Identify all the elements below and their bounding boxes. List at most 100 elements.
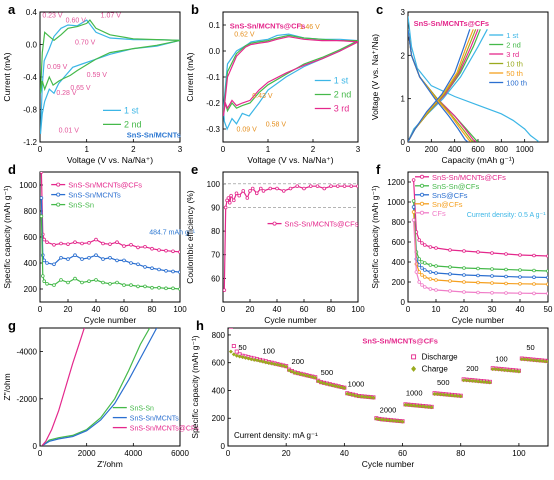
legend-marker — [411, 354, 417, 360]
series-line — [40, 216, 180, 290]
data-point — [448, 248, 452, 252]
plot-area — [223, 33, 358, 131]
rate-label: 500 — [321, 368, 334, 377]
plot-frame — [407, 11, 549, 143]
data-point — [45, 281, 49, 286]
data-point-charge — [356, 394, 361, 399]
annotation-label: 0.60 V — [66, 18, 87, 25]
plot-area — [40, 172, 180, 291]
data-point — [448, 279, 452, 283]
data-point-charge — [380, 417, 385, 422]
plot-frame — [39, 11, 181, 143]
x-tick-label: 0 — [406, 145, 411, 154]
panel-label: a — [8, 2, 16, 17]
series-line — [223, 34, 358, 114]
legend-label: 3 rd — [334, 104, 350, 114]
data-point — [315, 184, 320, 188]
panel-label: h — [196, 318, 204, 333]
data-point-charge — [307, 374, 312, 379]
y-axis-label: Specific capacity (mAh g⁻¹) — [2, 185, 12, 288]
data-point — [143, 244, 147, 249]
data-point — [462, 280, 466, 284]
data-point-charge — [455, 394, 460, 399]
y-tick-label: 0 — [401, 138, 406, 147]
data-point-charge — [371, 395, 376, 400]
legend-label: SnS-Sn/MCNTs@CFs — [130, 426, 199, 433]
data-point-charge — [246, 356, 251, 361]
data-point — [87, 279, 91, 284]
data-point — [115, 280, 119, 285]
data-point-charge — [403, 402, 408, 407]
data-point — [434, 288, 438, 292]
y-tick-label: 90 — [211, 203, 220, 212]
plot-area — [40, 19, 180, 134]
data-point — [223, 205, 228, 210]
legend-marker — [419, 201, 424, 206]
x-tick-label: 3 — [356, 145, 361, 154]
data-point — [150, 246, 154, 251]
y-tick-label: -4000 — [17, 348, 38, 357]
data-point-charge — [502, 368, 507, 373]
data-point-charge — [231, 352, 236, 357]
data-point-charge — [354, 393, 358, 398]
series-line — [41, 328, 85, 446]
x-tick-label: 6000 — [171, 449, 189, 458]
legend-label: SnS-Sn — [68, 201, 94, 210]
data-point-charge — [400, 419, 405, 424]
data-point — [422, 268, 427, 272]
rate-label: 50 — [526, 343, 534, 352]
legend-label: SnS-Sn/MCNTs — [68, 191, 121, 200]
data-point-charge — [482, 380, 486, 385]
data-point — [122, 244, 126, 248]
data-point — [66, 280, 70, 285]
data-point-charge — [368, 395, 373, 400]
legend-label: 2 nd — [334, 90, 352, 100]
x-tick-label: 20 — [64, 305, 73, 314]
data-point-charge — [292, 370, 297, 375]
x-tick-label: 800 — [495, 145, 509, 154]
y-tick-label: 800 — [24, 207, 38, 216]
data-point-charge — [327, 382, 332, 387]
data-point — [129, 243, 133, 247]
x-tick-label: 600 — [471, 145, 485, 154]
legend-label: 50 th — [506, 69, 523, 78]
data-point-charge — [543, 359, 548, 364]
data-point — [254, 191, 259, 196]
data-point-charge — [438, 392, 443, 397]
data-point-charge — [514, 369, 518, 374]
data-point-charge — [374, 416, 379, 421]
plot-area — [223, 184, 358, 292]
data-point — [164, 268, 168, 273]
data-point-charge — [330, 383, 335, 388]
data-point — [532, 268, 536, 273]
data-point — [434, 246, 438, 250]
y-tick-label: 80 — [211, 227, 220, 236]
data-point-charge — [275, 362, 280, 367]
annotation-label: 0.01 V — [59, 127, 80, 134]
rate-label: 100 — [495, 354, 508, 363]
data-point — [422, 243, 427, 247]
legend-marker — [56, 182, 61, 187]
series-line — [43, 328, 158, 446]
data-point-charge — [255, 358, 260, 363]
data-point — [232, 198, 236, 203]
data-point-charge — [490, 367, 495, 372]
data-point — [349, 184, 354, 188]
data-point-charge — [377, 417, 382, 422]
data-point — [476, 290, 480, 295]
x-tick-label: 60 — [300, 305, 309, 314]
legend-label: Discharge — [422, 352, 459, 361]
data-point-discharge — [231, 344, 236, 349]
y-axis-label: Specific capacity (mAh g⁻¹) — [190, 335, 200, 438]
data-point — [101, 257, 105, 261]
data-point-charge — [272, 362, 277, 367]
data-point-charge — [499, 367, 504, 372]
data-point-charge — [266, 360, 271, 365]
y-tick-label: 0 — [33, 442, 38, 451]
data-point — [518, 275, 522, 279]
plot-frame — [227, 327, 549, 447]
data-point — [241, 189, 246, 193]
y-tick-label: 600 — [392, 238, 406, 247]
x-axis-label: Cycle number — [452, 315, 505, 325]
data-point-charge — [452, 393, 457, 398]
